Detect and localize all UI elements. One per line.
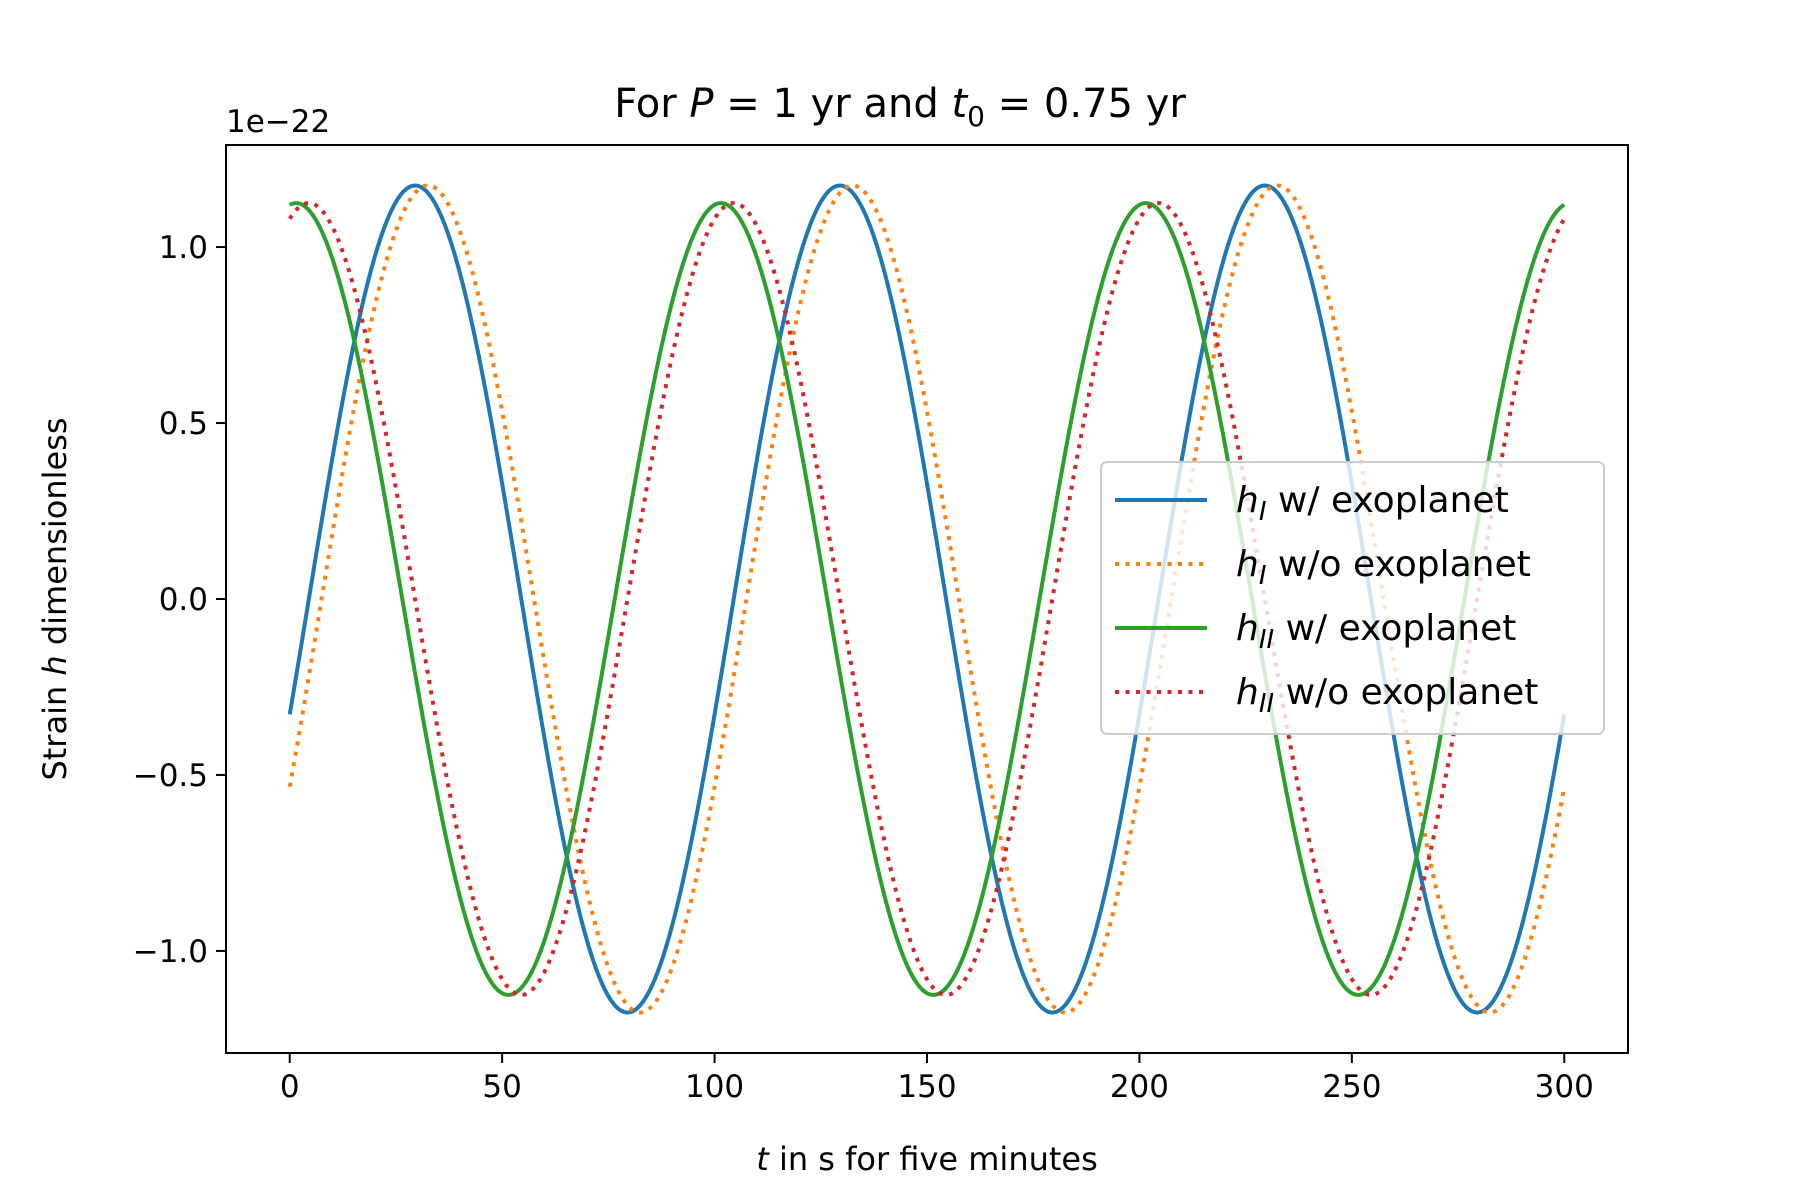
legend-label-3: hII w/ exoplanet (1236, 608, 1516, 655)
x-tick-label: 50 (482, 1069, 521, 1105)
x-axis-label: t in s for five minutes (756, 1140, 1098, 1178)
legend-label-1: hI w/ exoplanet (1236, 480, 1509, 527)
y-offset-label: 1e−22 (226, 104, 330, 140)
x-tick-label: 250 (1322, 1069, 1381, 1105)
series-line-2 (287, 183, 1567, 1015)
legend-box (1100, 461, 1605, 735)
x-tick-label: 0 (280, 1069, 300, 1105)
y-tick-label: 1.0 (159, 230, 208, 266)
x-tick-label: 150 (897, 1069, 956, 1105)
legend: hI w/ exoplanet hI w/o exoplanet hII w/ ex… (1100, 461, 1605, 735)
x-tick-label: 300 (1535, 1069, 1594, 1105)
y-tick-label: −1.0 (133, 934, 208, 970)
x-tick-label: 200 (1110, 1069, 1169, 1105)
x-tick-label: 100 (685, 1069, 744, 1105)
y-tick-label: 0.0 (159, 582, 208, 618)
series-line-3 (288, 201, 1566, 997)
series-line-4 (288, 201, 1567, 997)
y-tick-label: −0.5 (133, 758, 208, 794)
y-tick-label: 0.5 (159, 406, 208, 442)
y-axis-label: Strain h dimensionless (36, 417, 74, 780)
x-axis-ticks: 0 50 100 150 200 250 300 (280, 1053, 1594, 1105)
legend-label-4: hII w/o exoplanet (1236, 672, 1538, 719)
chart-title: For P = 1 yr and t0 = 0.75 yr (614, 81, 1186, 133)
y-axis-ticks: −1.0 −0.5 0.0 0.5 1.0 (133, 230, 226, 970)
legend-label-2: hI w/o exoplanet (1236, 544, 1531, 591)
